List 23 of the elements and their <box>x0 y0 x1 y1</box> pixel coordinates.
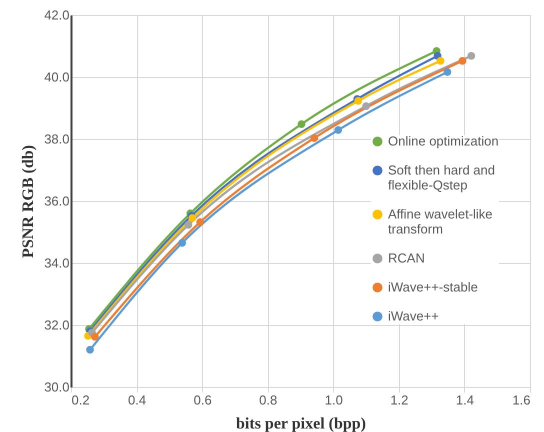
y-axis-title: PSNR RGB (db) <box>20 145 38 258</box>
x-tick-label: 0.8 <box>259 392 278 408</box>
y-tick-label: 32.0 <box>44 318 70 332</box>
y-tick-label: 42.0 <box>44 8 70 22</box>
x-axis-title: bits per pixel (bpp) <box>236 416 366 432</box>
x-tick-label: 0.4 <box>128 392 146 408</box>
legend-label: iWave++ <box>388 308 439 324</box>
legend-label: Soft then hard and flexible-Qstep <box>388 162 495 192</box>
y-tick-label: 34.0 <box>44 256 70 270</box>
y-tick-label: 30.0 <box>44 380 70 394</box>
x-tick-label: 1.0 <box>324 392 343 408</box>
x-tick-label: 1.6 <box>512 392 530 408</box>
legend-label: RCAN <box>388 250 425 266</box>
x-tick-label: 1.4 <box>456 392 474 408</box>
legend-label: Affine wavelet-like transform <box>388 206 493 236</box>
legend-label: Online optimization <box>388 134 499 148</box>
legend-label: iWave++-stable <box>388 280 478 294</box>
y-tick-label: 40.0 <box>44 70 70 84</box>
x-tick-label: 0.2 <box>72 392 90 408</box>
x-tick-label: 0.6 <box>194 392 212 408</box>
y-tick-label: 38.0 <box>44 132 70 146</box>
x-tick-label: 1.2 <box>390 392 408 408</box>
y-tick-label: 36.0 <box>44 194 70 208</box>
